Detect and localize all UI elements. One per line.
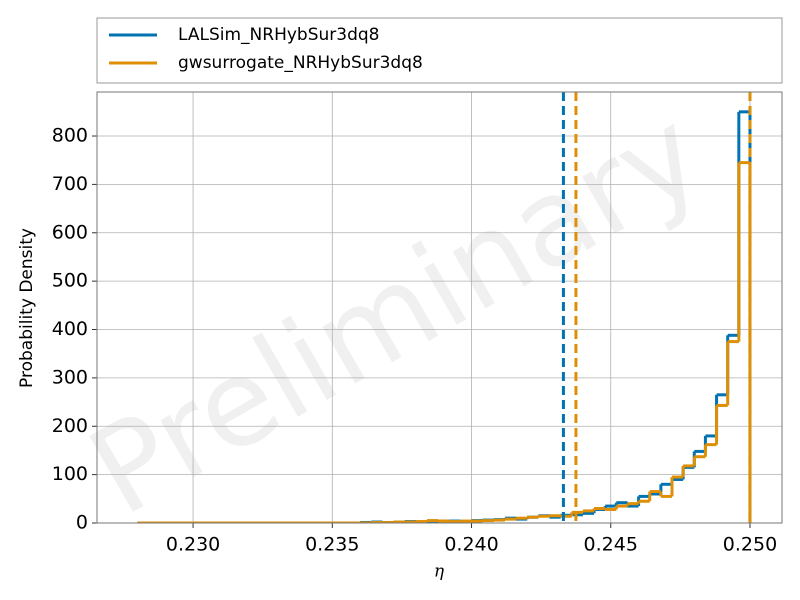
y-axis-label: Probability Density <box>17 228 37 388</box>
x-tick-label: 0.250 <box>723 534 777 556</box>
y-tick-label: 600 <box>52 221 88 243</box>
x-tick-label: 0.235 <box>305 534 359 556</box>
plot-area <box>137 92 752 523</box>
y-tick-label: 800 <box>52 125 88 147</box>
y-tick-label: 100 <box>52 463 88 485</box>
legend-label: LALSim_NRHybSur3dq8 <box>178 25 379 45</box>
legend-label: gwsurrogate_NRHybSur3dq8 <box>178 53 423 73</box>
y-tick-label: 300 <box>52 366 88 388</box>
plot-frame <box>96 91 783 524</box>
x-tick-label: 0.230 <box>166 534 220 556</box>
legend-box <box>96 17 783 84</box>
x-tick-label: 0.240 <box>444 534 498 556</box>
y-tick-label: 200 <box>52 415 88 437</box>
x-axis-label: η <box>434 562 445 582</box>
x-tick-label: 0.245 <box>584 534 638 556</box>
y-tick-label: 700 <box>52 173 88 195</box>
y-tick-label: 400 <box>52 318 88 340</box>
y-tick-label: 0 <box>76 512 88 534</box>
y-tick-label: 500 <box>52 270 88 292</box>
